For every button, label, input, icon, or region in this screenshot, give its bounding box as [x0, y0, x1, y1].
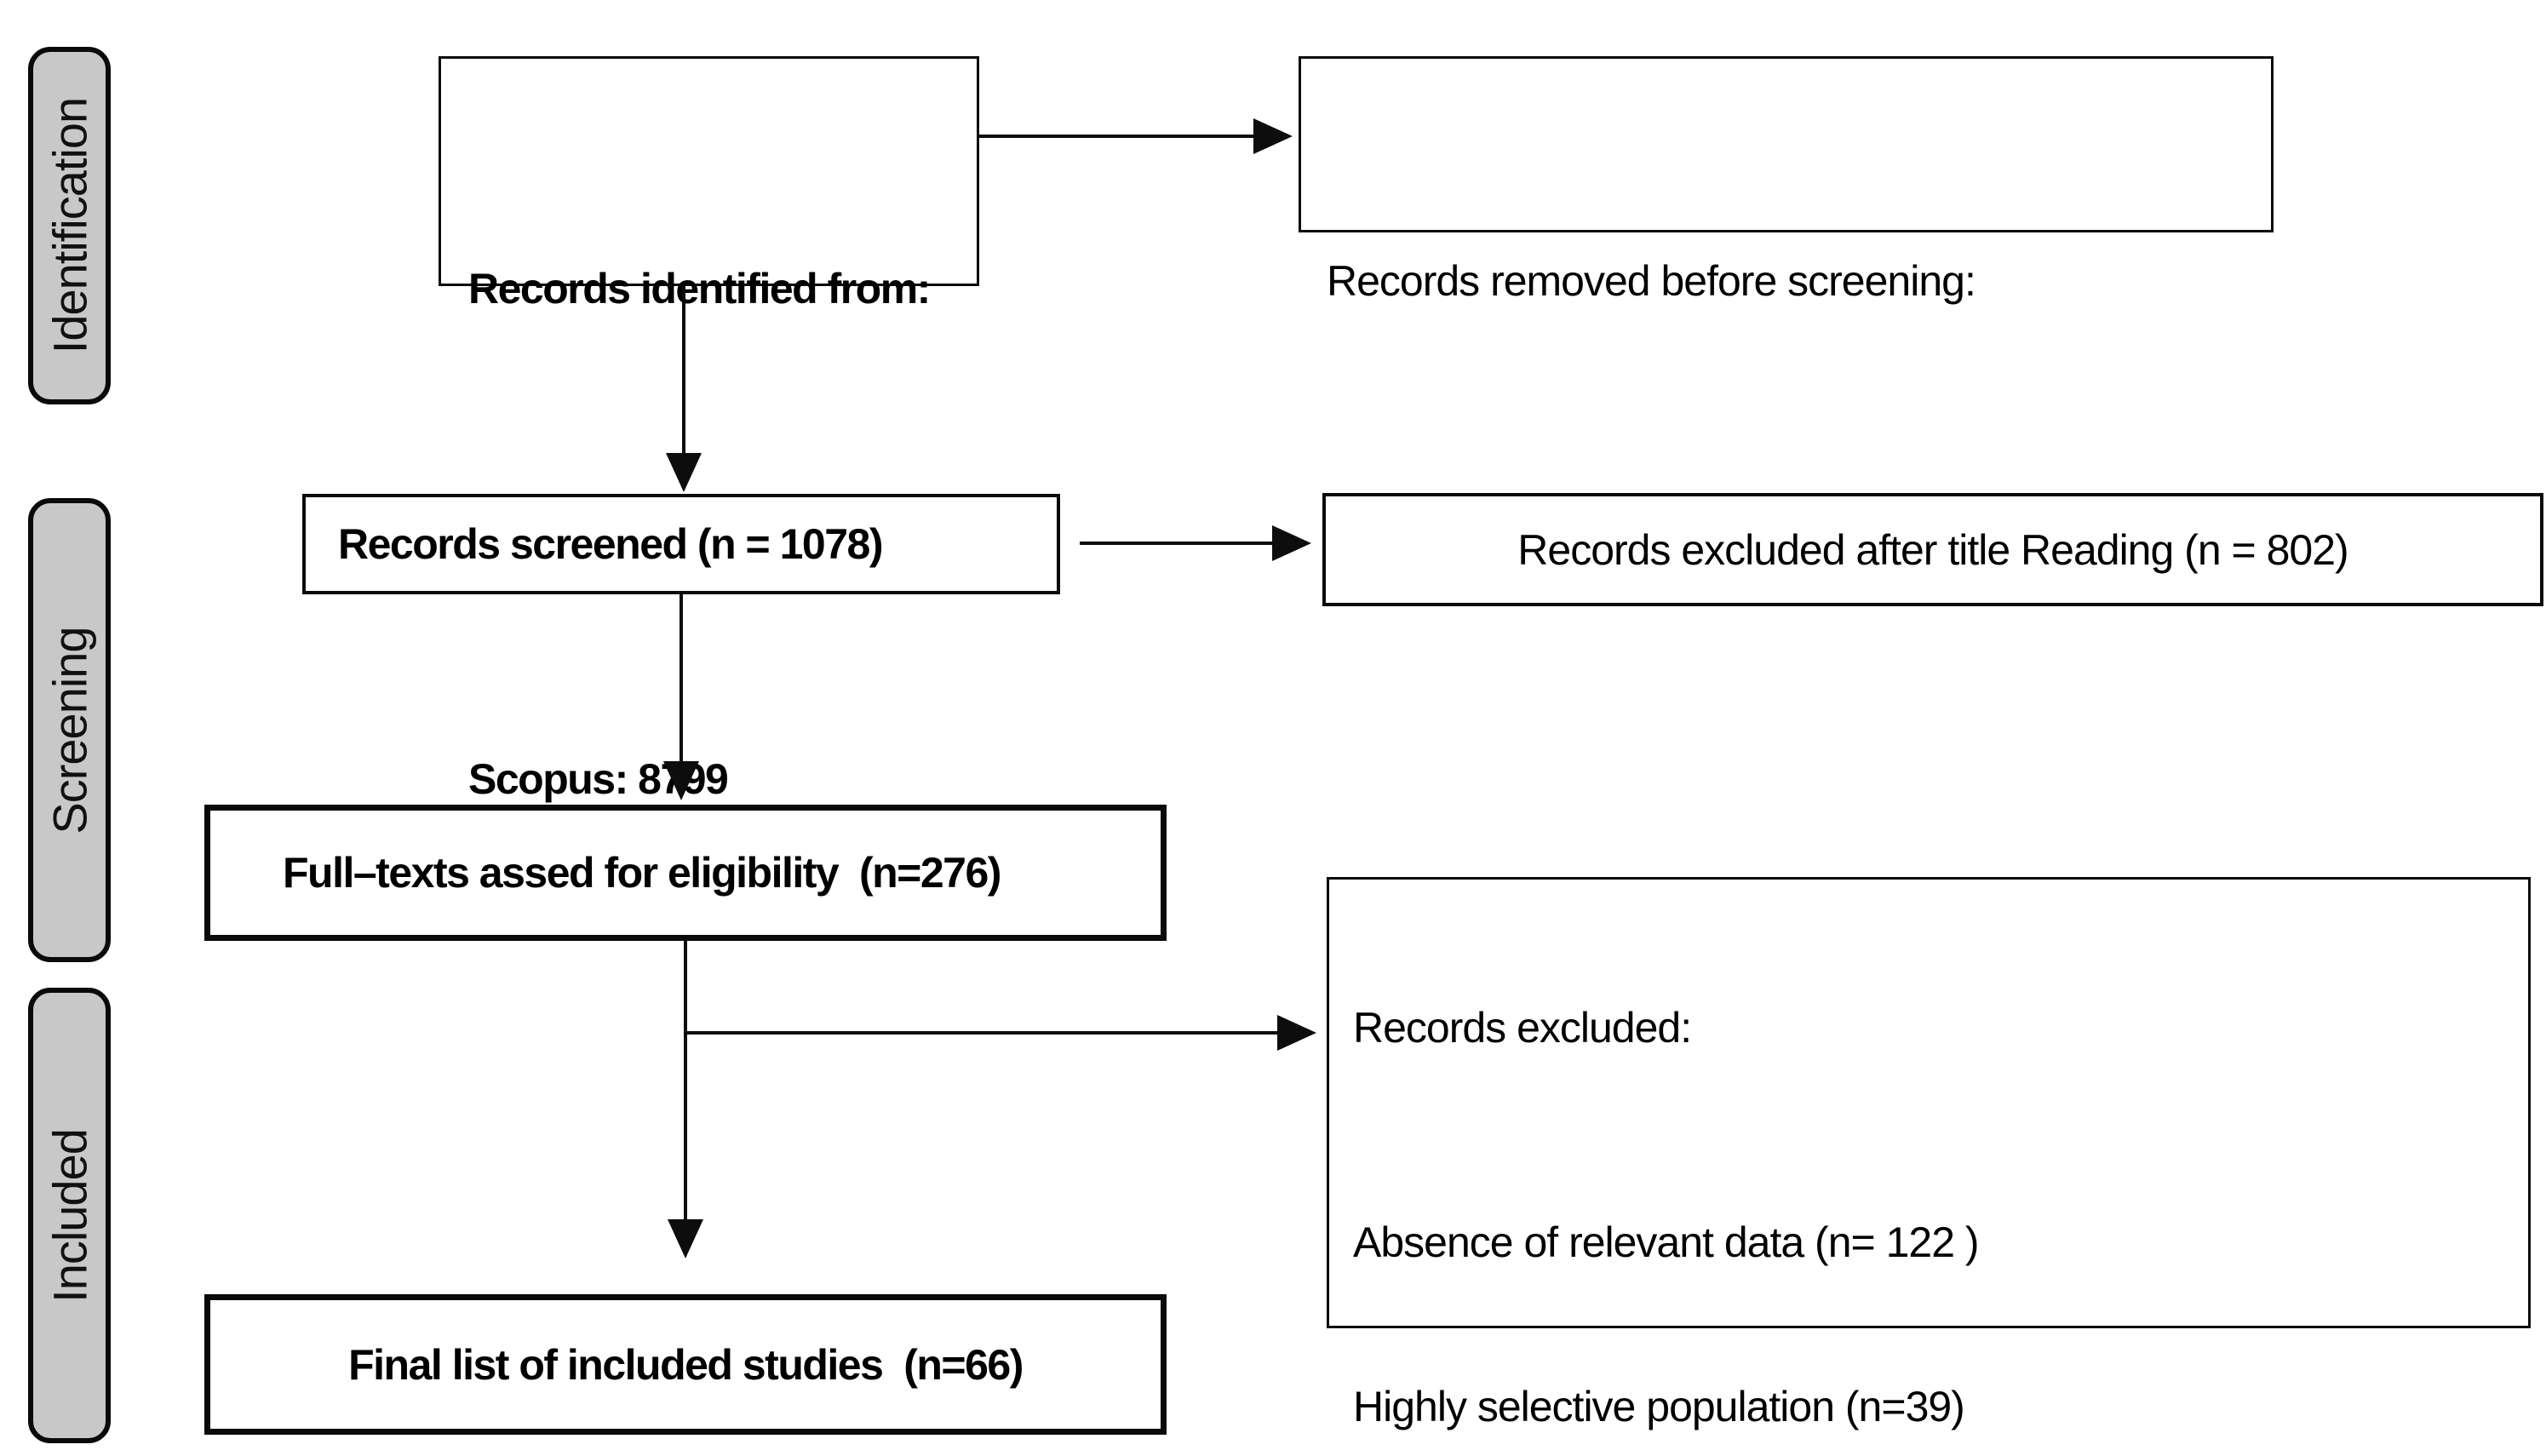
- records-excluded-after-title-label: Records excluded after title Reading (n …: [1517, 525, 2348, 574]
- arrow-fulltext-to-final: [668, 941, 703, 1258]
- excluded-reason-2: Highly selective population (n=39): [1353, 1383, 1965, 1430]
- arrow-identified-to-removed: [979, 118, 1293, 154]
- box-records-excluded-reasons: Records excluded: Absence of relevant da…: [1327, 877, 2531, 1430]
- box-final-included-studies: Final list of included studies (n=66): [204, 1294, 1167, 1435]
- excluded-reason-1: Absence of relevant data (n= 122 ): [1353, 1218, 1980, 1266]
- arrow-fulltext-to-excluded-reasons: [685, 1015, 1316, 1051]
- box-fulltext-assessed: Full–texts assed for eligibility (n=276): [204, 805, 1167, 941]
- stage-label-identification: Identification: [43, 97, 96, 354]
- box-records-identified: Records identified from: Pubmed:7901 Sco…: [439, 56, 979, 803]
- stage-label-included: Included: [43, 1128, 96, 1303]
- arrow-screened-to-excluded-title: [1080, 525, 1311, 561]
- records-screened-label: Records screened (n = 1078): [338, 520, 884, 568]
- fulltext-assessed-label: Full–texts assed for eligibility (n=276): [283, 849, 1001, 897]
- stage-tab-identification: Identification: [28, 47, 111, 404]
- records-removed-line-1: Records removed before screening:: [1327, 257, 1976, 305]
- stage-tab-screening: Screening: [28, 498, 111, 962]
- records-excluded-heading: Records excluded:: [1353, 1004, 1692, 1052]
- records-identified-line-3: Scopus: 8799: [468, 755, 729, 803]
- box-records-excluded-after-title: Records excluded after title Reading (n …: [1322, 493, 2543, 606]
- box-records-removed-before-screening: Records removed before screening: Duplic…: [1299, 56, 2274, 545]
- stage-tab-included: Included: [28, 988, 111, 1443]
- box-records-screened: Records screened (n = 1078): [302, 494, 1060, 594]
- stage-label-screening: Screening: [43, 626, 96, 834]
- final-included-label: Final list of included studies (n=66): [348, 1340, 1024, 1389]
- records-identified-line-1: Records identified from:: [468, 265, 931, 312]
